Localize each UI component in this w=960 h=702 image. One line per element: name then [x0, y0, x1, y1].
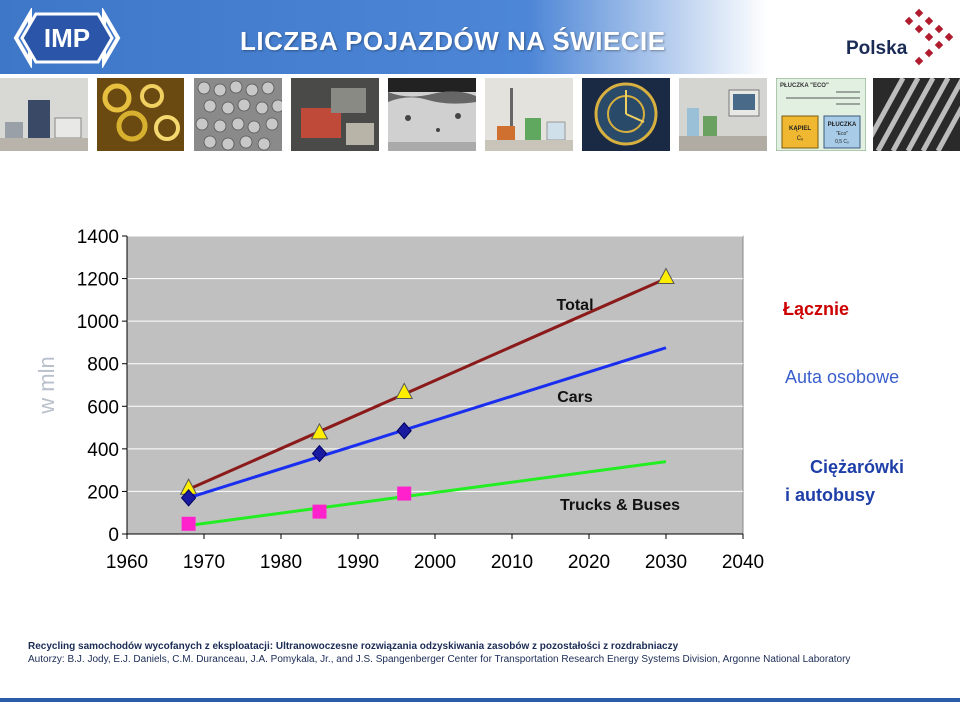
series-label-cars: Cars	[557, 389, 593, 406]
x-tick-label: 1980	[260, 552, 302, 573]
diagram-title: PŁUCZKA "ECO"	[780, 83, 829, 89]
bottom-bar	[0, 698, 960, 702]
clock-photo	[582, 78, 670, 151]
vehicle-count-chart: 0 200 400 600 800 1000 1200 1400 1960 1970 1980 199…	[34, 227, 764, 573]
y-tick-label: 0	[108, 525, 119, 546]
x-tick-label: 2000	[414, 552, 456, 573]
rinse-diagram: PŁUCZKA "ECO" KĄPIEL Cₒ PŁUCZKA "Eco" 0,…	[776, 78, 866, 151]
polska-logo: Polska	[846, 8, 954, 66]
x-tick-label: 2010	[491, 552, 533, 573]
machine-photo	[291, 78, 379, 151]
point-total	[657, 267, 675, 285]
x-tick-label: 2020	[568, 552, 610, 573]
lab-computer-photo	[679, 78, 767, 151]
metal-parts-photo	[97, 78, 184, 151]
y-tick-label: 1200	[77, 270, 119, 291]
diagram-rinse-label: PŁUCZKA	[828, 122, 857, 128]
point-cars	[311, 444, 328, 463]
y-tick-label: 600	[87, 397, 119, 418]
x-tick-label: 1990	[337, 552, 379, 573]
point-cars	[180, 489, 197, 507]
page-title: LICZBA POJAZDÓW NA ŚWIECIE	[240, 26, 666, 56]
series-line-cars	[188, 346, 667, 500]
x-tick-label: 2030	[645, 552, 687, 573]
point-total	[395, 382, 414, 399]
imp-logo: IMP	[13, 8, 121, 68]
y-tick-label: 800	[87, 355, 119, 376]
lab-equipment-photo	[0, 78, 88, 151]
x-tick-label: 2040	[722, 552, 764, 573]
y-tick-label: 400	[87, 440, 119, 461]
diagram-bath-sub: Cₒ	[797, 136, 804, 142]
micrograph-photo	[388, 78, 476, 151]
surface-texture-photo	[873, 78, 960, 151]
glassware-photo	[485, 78, 573, 151]
polska-text: Polska	[846, 38, 908, 59]
point-trucks-buses	[181, 516, 196, 531]
series-line-total	[187, 277, 667, 491]
point-total	[310, 422, 329, 440]
x-tick-label: 1970	[183, 552, 225, 573]
series-label-total: Total	[556, 297, 593, 314]
y-tick-label: 200	[87, 482, 119, 503]
legend-cars: Auta osobowe	[785, 367, 900, 387]
logo-text: IMP	[44, 23, 90, 53]
source-title: Recycling samochodów wycofanych z eksplo…	[28, 641, 679, 652]
diagram-rinse-sub2: 0,5 Cₒ	[835, 139, 849, 145]
granules-photo	[194, 78, 282, 151]
point-trucks-buses	[312, 504, 327, 519]
legend-total: Łącznie	[783, 299, 850, 319]
x-tick-label: 1960	[106, 552, 148, 573]
y-tick-label: 1400	[77, 227, 119, 248]
series-line-trucks-buses	[188, 460, 667, 527]
legend-trucks-line1: Ciężarówki	[810, 457, 905, 477]
source-authors: Autorzy: B.J. Jody, E.J. Daniels, C.M. D…	[28, 654, 851, 665]
diagram-bath-label: KĄPIEL	[789, 126, 811, 132]
y-tick-label: 1000	[77, 312, 119, 333]
point-trucks-buses	[397, 486, 412, 501]
photo-strip: PŁUCZKA "ECO" KĄPIEL Cₒ PŁUCZKA "Eco" 0,…	[0, 78, 960, 151]
series-label-trucks-buses: Trucks & Buses	[560, 497, 680, 514]
point-cars	[396, 422, 412, 440]
header-banner: IMP LICZBA POJAZDÓW NA ŚWIECIE Polska	[0, 0, 960, 74]
y-axis-label: w mln	[34, 356, 59, 414]
diagram-rinse-sub: "Eco"	[836, 131, 848, 137]
legend-trucks-line2: i autobusy	[785, 485, 876, 505]
